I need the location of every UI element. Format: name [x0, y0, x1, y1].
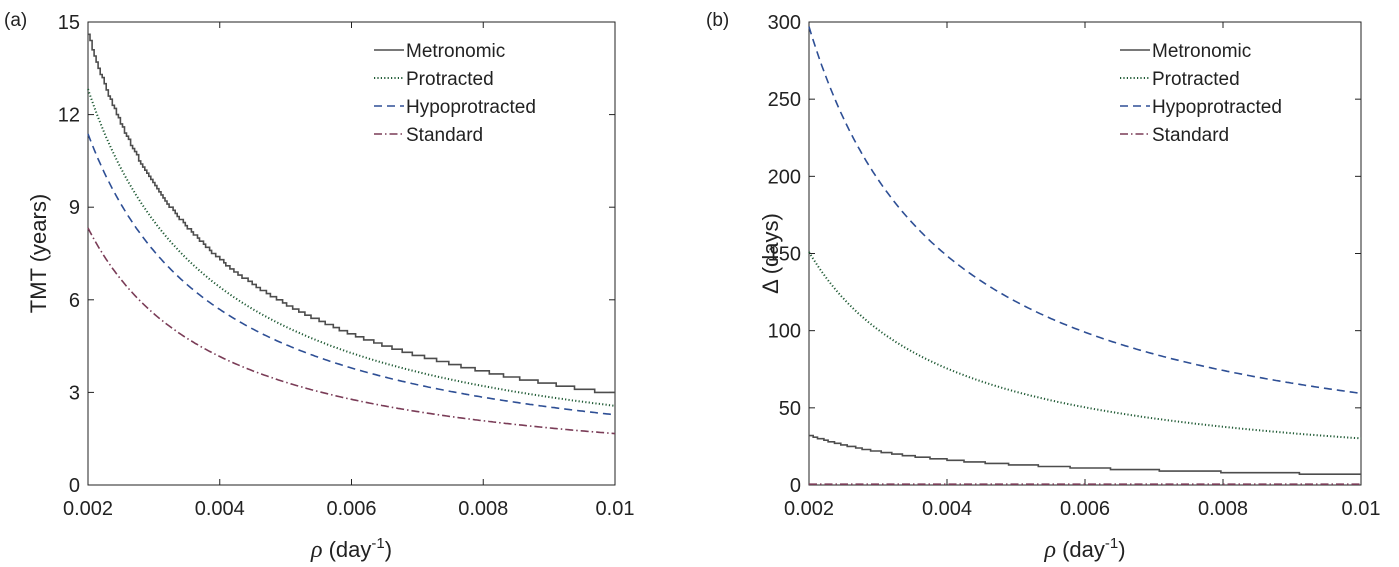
series-line-protracted: [87, 88, 616, 407]
legend-entry: Standard: [406, 125, 483, 146]
panel-label: (b): [706, 10, 729, 31]
legend-entry: Hypoprotracted: [1152, 97, 1282, 118]
x-tick-label: 0.01: [596, 498, 635, 520]
x-tick-label: 0.002: [784, 498, 834, 520]
legend-entry: Hypoprotracted: [406, 97, 536, 118]
x-tick-label: 0.008: [1198, 498, 1248, 520]
y-tick-label: 6: [69, 290, 80, 312]
plot-area: [87, 21, 616, 486]
y-tick-label: 0: [69, 475, 80, 497]
series-line-protracted: [808, 251, 1362, 440]
x-axis-close: ): [1118, 537, 1125, 562]
y-tick-label: 100: [768, 321, 801, 343]
x-axis-symbol: ρ: [1043, 537, 1056, 563]
x-tick-label: 0.004: [195, 498, 245, 520]
x-tick-label: 0.01: [1342, 498, 1381, 520]
y-tick-label: 9: [69, 197, 80, 219]
legend-entry: Metronomic: [1152, 41, 1251, 62]
y-tick-label: 15: [58, 12, 80, 34]
series-line-hypoprotracted: [87, 133, 616, 416]
x-axis-label: ρ (day-1): [310, 535, 392, 563]
y-tick-label: 12: [58, 105, 80, 127]
y-tick-label: 3: [69, 382, 80, 404]
legend-entry: Protracted: [406, 69, 494, 90]
series-line-hypoprotracted: [808, 26, 1362, 395]
x-axis-symbol: ρ: [310, 537, 323, 563]
series-line-metronomic: [809, 434, 1361, 475]
y-axis-symbol: Δ: [758, 279, 783, 294]
x-tick-label: 0.002: [63, 498, 113, 520]
y-tick-label: 300: [768, 12, 801, 34]
legend-entry: Metronomic: [406, 41, 505, 62]
x-tick-label: 0.006: [326, 498, 376, 520]
x-tick-label: 0.004: [922, 498, 972, 520]
y-tick-label: 250: [768, 89, 801, 111]
x-axis-unit: (day: [1056, 537, 1105, 562]
y-axis-label: Δ (days): [758, 213, 783, 294]
x-axis-superscript: -1: [1105, 535, 1118, 552]
plot-area: [808, 21, 1362, 486]
y-axis-label: TMT (years): [26, 194, 51, 313]
panel-b: 0.002 0.004 0.006 0.008 0.01 0 50 100 150 200 250 3…: [706, 10, 1380, 563]
x-tick-label: 0.008: [458, 498, 508, 520]
y-tick-label: 150: [768, 244, 801, 266]
y-axis-unit: (days): [758, 213, 783, 280]
panel-a: 0.002 0.004 0.006 0.008 0.01 0 3 6 9 12 15 Metronom…: [4, 10, 634, 563]
x-axis-superscript: -1: [371, 535, 384, 552]
panel-label: (a): [4, 10, 27, 31]
series-line-standard: [87, 227, 616, 435]
y-tick-label: 0: [790, 475, 801, 497]
x-axis-unit: (day: [322, 537, 371, 562]
legend-entry: Standard: [1152, 125, 1229, 146]
legend-entry: Protracted: [1152, 69, 1240, 90]
series-line-metronomic: [88, 33, 615, 394]
y-tick-label: 200: [768, 166, 801, 188]
x-axis-label: ρ (day-1): [1043, 535, 1125, 563]
x-axis-close: ): [385, 537, 392, 562]
y-tick-label: 50: [779, 398, 801, 420]
x-tick-label: 0.006: [1060, 498, 1110, 520]
